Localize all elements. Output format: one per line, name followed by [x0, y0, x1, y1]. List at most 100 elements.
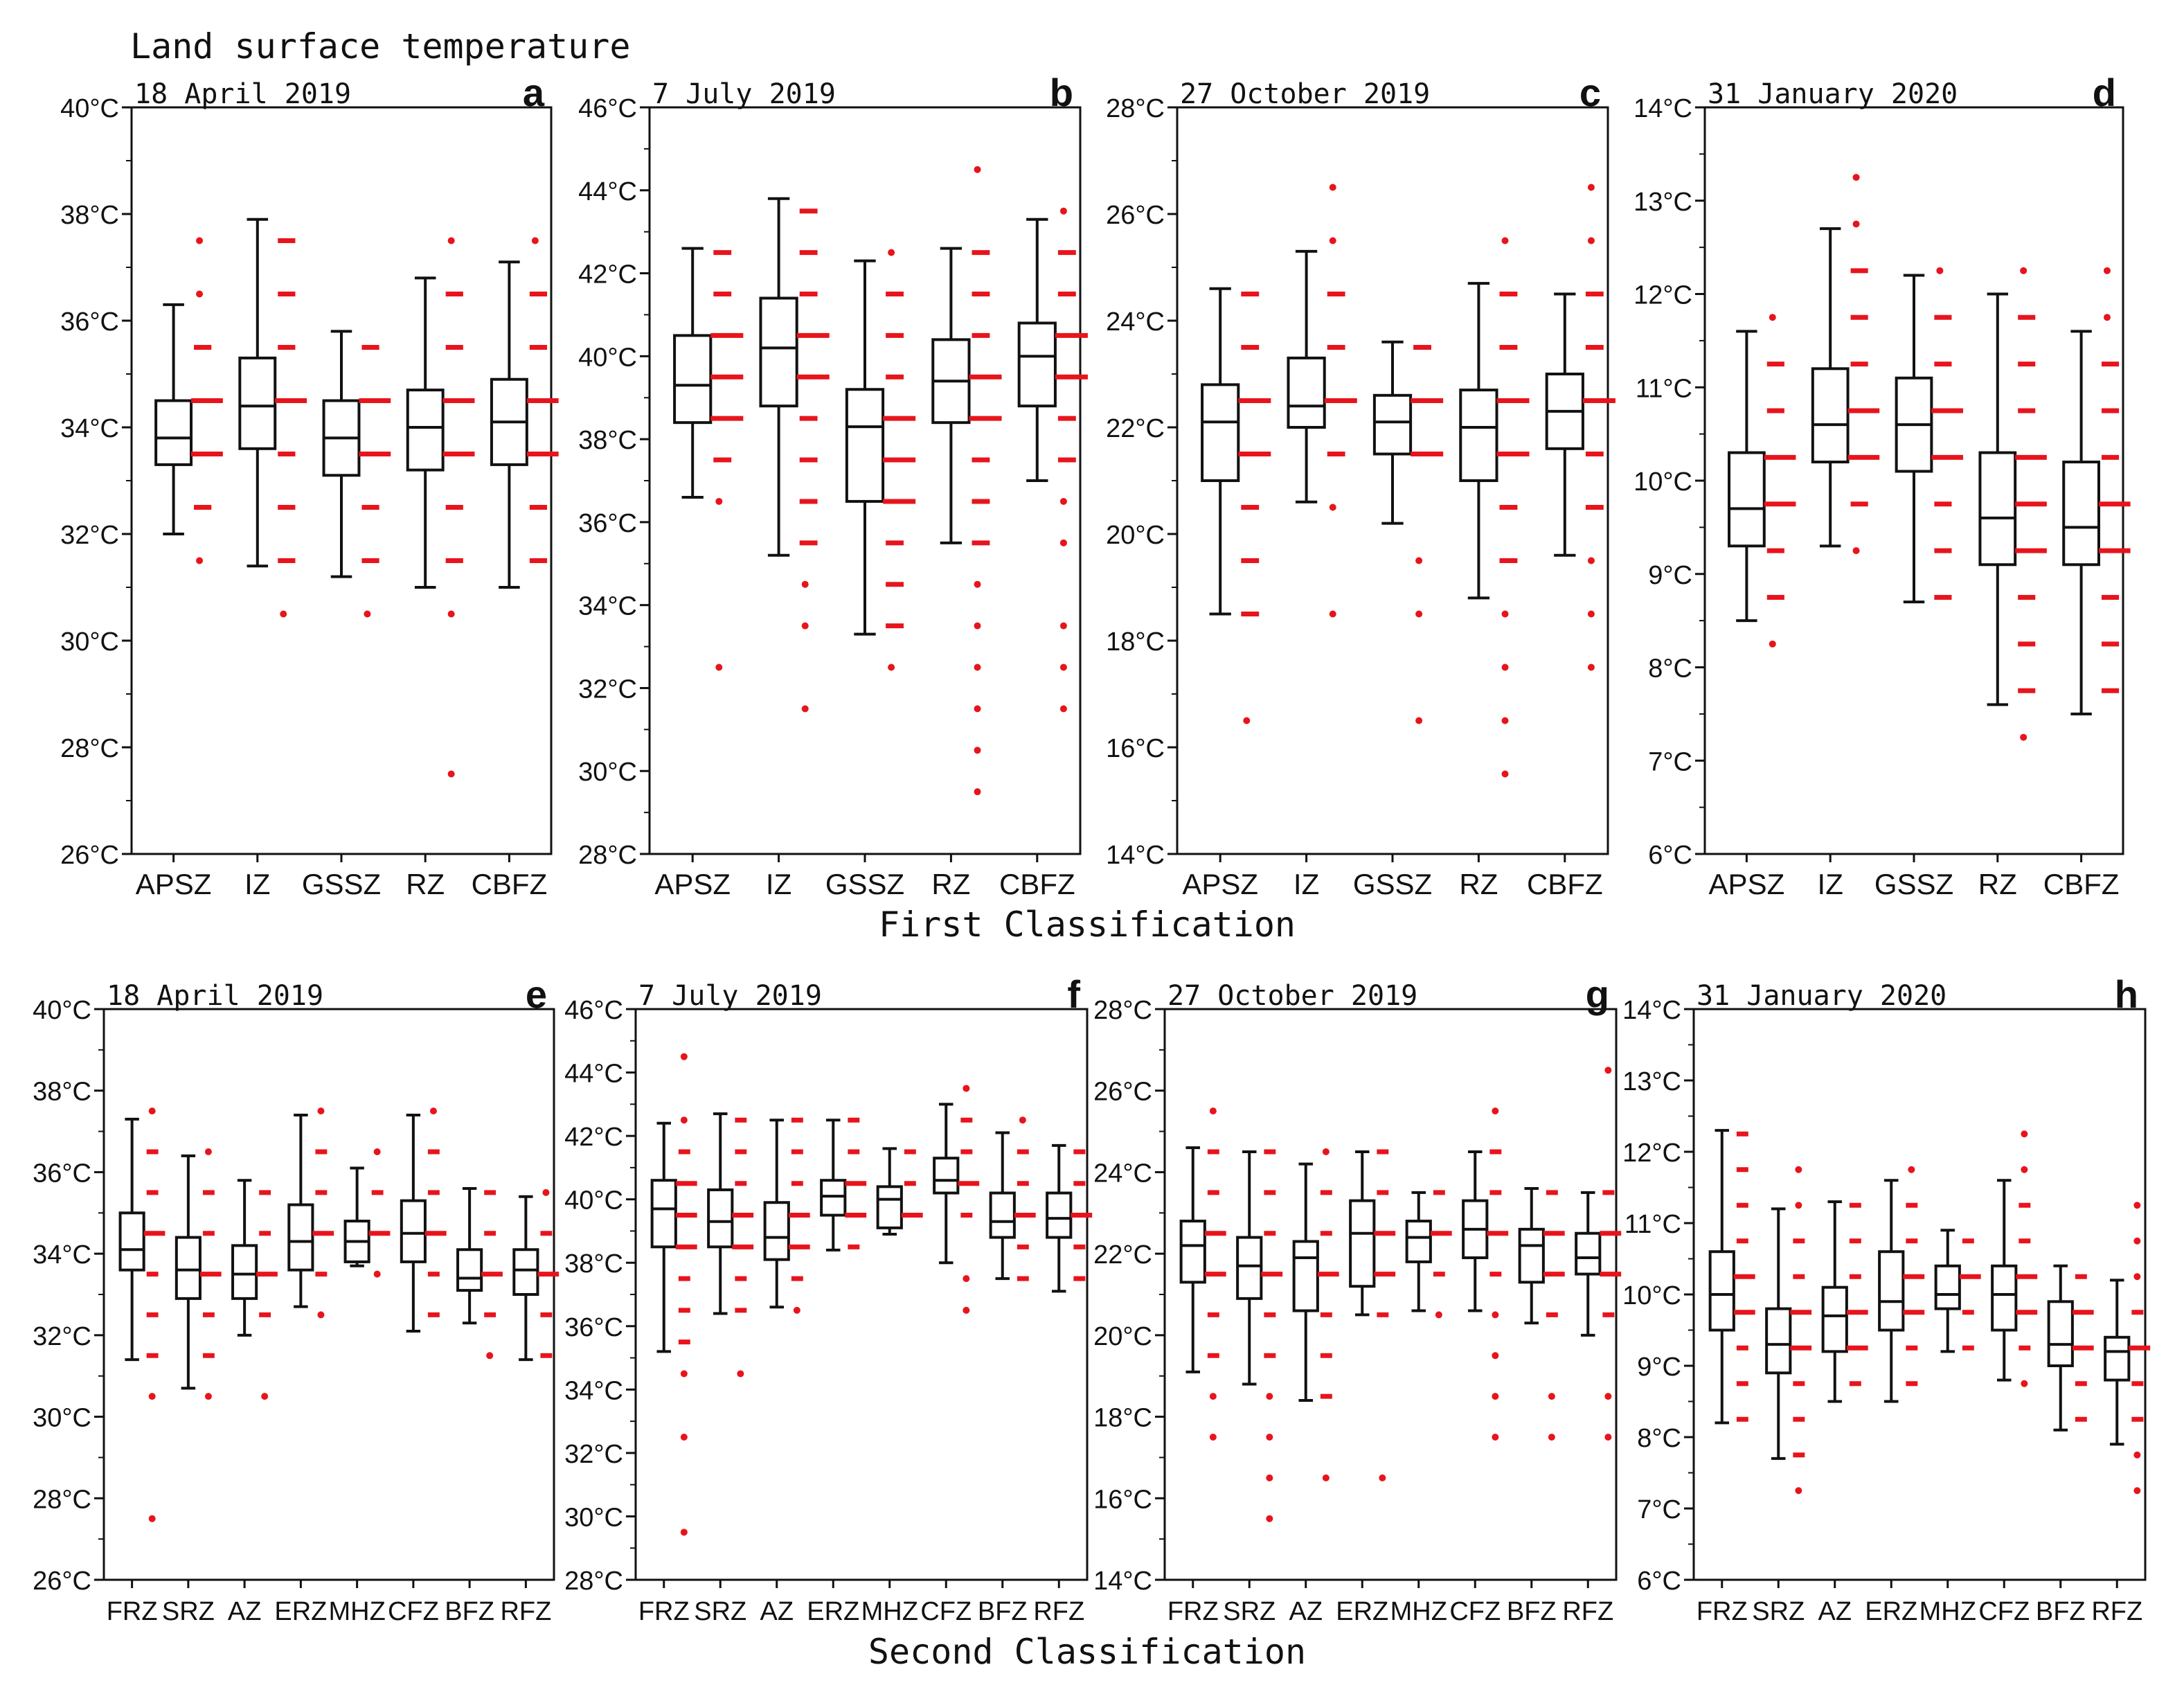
- outlier-mark: [1059, 539, 1067, 546]
- outlier-mark: [1501, 610, 1509, 618]
- outlier-mark: [204, 1148, 212, 1155]
- panel-date: 18 April 2019: [134, 78, 351, 110]
- panel-date: 7 July 2019: [638, 980, 822, 1012]
- outlier-mark: [1795, 1487, 1802, 1495]
- iqr-box: [1811, 367, 1850, 464]
- y-tick-label: 10°C: [1633, 467, 1692, 497]
- panel-letter: f: [1067, 972, 1080, 1016]
- iqr-box: [1372, 393, 1413, 456]
- outlier-mark: [974, 166, 981, 173]
- x-tick-label: AZ: [228, 1597, 262, 1626]
- y-tick-label: 13°C: [1633, 188, 1692, 217]
- iqr-box: [763, 1201, 790, 1261]
- x-tick-label: BFZ: [2036, 1597, 2086, 1626]
- outlier-mark: [963, 1085, 970, 1092]
- iqr-box: [287, 1203, 314, 1272]
- y-tick-label: 18°C: [1093, 1404, 1152, 1433]
- x-tick-label: CFZ: [1449, 1597, 1501, 1626]
- x-tick-label: GSSZ: [1874, 868, 1953, 900]
- x-tick-label: APSZ: [136, 868, 212, 900]
- iqr-box: [1934, 1264, 1961, 1310]
- x-tick-label: RZ: [931, 868, 970, 900]
- iqr-box: [2062, 461, 2100, 567]
- x-tick-label: RFZ: [1033, 1597, 1084, 1626]
- iqr-box: [2104, 1335, 2131, 1382]
- y-tick-label: 6°C: [1637, 1567, 1681, 1596]
- y-tick-label: 36°C: [33, 1159, 91, 1188]
- x-tick-label: GSSZ: [1353, 868, 1432, 900]
- outlier-mark: [2021, 1166, 2028, 1173]
- iqr-box: [1349, 1199, 1376, 1288]
- x-tick-label: ERZ: [274, 1597, 327, 1626]
- outlier-mark: [1243, 717, 1251, 724]
- y-tick-label: 8°C: [1648, 654, 1692, 684]
- outlier-mark: [680, 1434, 688, 1441]
- outlier-mark: [1501, 237, 1509, 244]
- outlier-mark: [1501, 770, 1509, 778]
- x-tick-label: SRZ: [162, 1597, 215, 1626]
- outlier-mark: [1587, 610, 1595, 618]
- x-tick-label: RZ: [406, 868, 445, 900]
- x-tick-label: RFZ: [500, 1597, 551, 1626]
- y-tick-label: 14°C: [1093, 1567, 1152, 1596]
- x-tick-label: CFZ: [920, 1597, 972, 1626]
- panel-d: 6°C 7°C 8°C 9°C 10°C 11°C 12°C 13°C 14°C 31 Janua…: [1633, 71, 2131, 900]
- outlier-mark: [793, 1306, 800, 1314]
- panel-date: 18 April 2019: [107, 980, 323, 1012]
- iqr-box: [118, 1211, 145, 1272]
- outlier-mark: [2020, 733, 2028, 741]
- outlier-mark: [429, 1107, 437, 1115]
- outlier-mark: [1501, 717, 1509, 724]
- outlier-mark: [1492, 1107, 1499, 1115]
- iqr-box: [1991, 1264, 2018, 1332]
- y-tick-label: 40°C: [60, 94, 119, 123]
- outlier-mark: [715, 664, 723, 671]
- y-tick-label: 6°C: [1648, 841, 1692, 870]
- outlier-mark: [1322, 1474, 1330, 1481]
- y-tick-label: 42°C: [578, 260, 637, 290]
- outlier-mark: [801, 622, 809, 630]
- y-tick-label: 9°C: [1637, 1353, 1681, 1382]
- outlier-mark: [196, 237, 204, 244]
- outlier-mark: [1604, 1434, 1612, 1441]
- panel-date: 27 October 2019: [1167, 980, 1417, 1012]
- outlier-mark: [2021, 1380, 2028, 1387]
- outlier-mark: [1492, 1352, 1499, 1360]
- y-tick-label: 26°C: [1106, 201, 1165, 230]
- outlier-mark: [148, 1107, 156, 1115]
- outlier-mark: [888, 249, 895, 256]
- panel-letter: c: [1579, 71, 1601, 114]
- y-tick-label: 28°C: [1106, 94, 1165, 123]
- iqr-box: [820, 1179, 847, 1217]
- iqr-box: [876, 1185, 903, 1229]
- y-tick-label: 40°C: [564, 1186, 623, 1215]
- outlier-mark: [1587, 664, 1595, 671]
- iqr-box: [707, 1188, 734, 1249]
- y-tick-label: 22°C: [1106, 414, 1165, 443]
- x-tick-label: IZ: [766, 868, 791, 900]
- x-tick-label: ERZ: [1336, 1597, 1388, 1626]
- outlier-mark: [1266, 1393, 1273, 1400]
- outlier-mark: [680, 1370, 688, 1378]
- panel-letter: a: [523, 71, 545, 114]
- y-tick-label: 38°C: [578, 426, 637, 455]
- outlier-mark: [974, 747, 981, 754]
- outlier-mark: [542, 1188, 550, 1196]
- outlier-mark: [531, 237, 539, 244]
- y-tick-label: 38°C: [60, 201, 119, 230]
- y-tick-label: 12°C: [1633, 281, 1692, 310]
- y-tick-label: 14°C: [1106, 841, 1165, 870]
- x-tick-label: RFZ: [1562, 1597, 1613, 1626]
- y-tick-label: 44°C: [578, 177, 637, 206]
- x-tick-label: IZ: [244, 868, 270, 900]
- y-tick-label: 20°C: [1093, 1322, 1152, 1351]
- panel-e: 26°C 28°C 30°C 32°C 34°C 36°C 38°C 40°C 18 April…: [33, 972, 560, 1626]
- outlier-mark: [680, 1053, 688, 1060]
- outlier-mark: [1209, 1393, 1217, 1400]
- y-tick-label: 36°C: [564, 1313, 623, 1342]
- iqr-box: [174, 1236, 202, 1300]
- y-tick-label: 11°C: [1636, 374, 1692, 403]
- outlier-mark: [373, 1148, 381, 1155]
- outlier-mark: [1501, 664, 1509, 671]
- y-tick-label: 38°C: [564, 1249, 623, 1279]
